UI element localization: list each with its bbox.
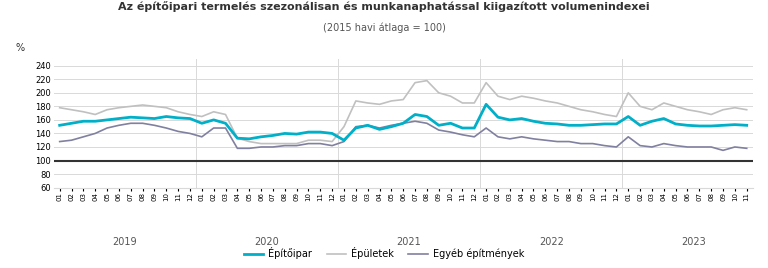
Text: 2020: 2020 bbox=[255, 237, 280, 247]
Text: 2023: 2023 bbox=[681, 237, 706, 247]
Text: (2015 havi átlaga = 100): (2015 havi átlaga = 100) bbox=[323, 23, 445, 33]
Legend: Építőipar, Épületek, Egyéb építmények: Építőipar, Épületek, Egyéb építmények bbox=[240, 243, 528, 263]
Text: Az építőipari termelés szezonálisan és munkanaphatással kiigazított volumenindex: Az építőipari termelés szezonálisan és m… bbox=[118, 1, 650, 12]
Text: 2022: 2022 bbox=[539, 237, 564, 247]
Text: 2021: 2021 bbox=[397, 237, 422, 247]
Text: 2019: 2019 bbox=[113, 237, 137, 247]
Text: %: % bbox=[15, 43, 25, 53]
